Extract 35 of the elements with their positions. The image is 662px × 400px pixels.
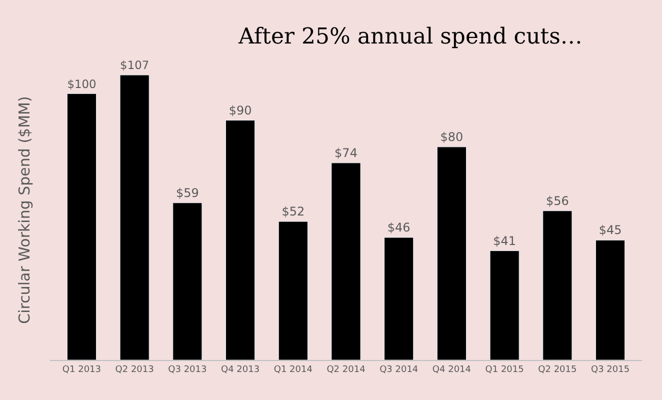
x-tick-label: Q3 2014	[380, 364, 418, 375]
data-label: $45	[598, 223, 622, 238]
x-tick-label: Q2 2013	[115, 364, 154, 375]
x-tick-label: Q3 2013	[168, 364, 207, 375]
x-tick-label: Q1 2015	[485, 364, 524, 375]
bar	[596, 240, 626, 360]
bar	[278, 221, 308, 360]
y-axis-title: Circular Working Spend ($MM)	[15, 96, 34, 324]
bar	[226, 120, 256, 360]
bar	[66, 93, 96, 360]
data-label: $100	[67, 76, 96, 91]
x-tick-label: Q1 2013	[62, 364, 101, 375]
x-tick-label: Q2 2014	[326, 364, 366, 375]
data-label: $41	[493, 234, 516, 248]
data-label: $90	[228, 103, 252, 118]
data-label: $56	[546, 194, 569, 208]
bar	[436, 146, 466, 360]
x-tick-label: Q2 2015	[538, 364, 577, 375]
data-label: $59	[176, 186, 199, 200]
data-label: $107	[120, 58, 150, 72]
data-label: $46	[387, 220, 410, 234]
x-tick-label: Q3 2015	[591, 364, 630, 375]
bar	[542, 210, 572, 360]
chart-title: After 25% annual spend cuts…	[237, 24, 582, 50]
data-label: $74	[334, 146, 358, 160]
bar	[120, 74, 150, 360]
bar	[172, 202, 202, 360]
x-tick-label: Q4 2014	[432, 364, 472, 375]
x-tick-label: Q4 2013	[221, 364, 260, 375]
x-tick-label: Q1 2014	[274, 364, 313, 375]
bar	[384, 237, 414, 360]
data-label: $80	[440, 130, 464, 144]
bar	[490, 250, 520, 360]
data-label: $52	[282, 204, 305, 218]
bar	[331, 162, 361, 360]
